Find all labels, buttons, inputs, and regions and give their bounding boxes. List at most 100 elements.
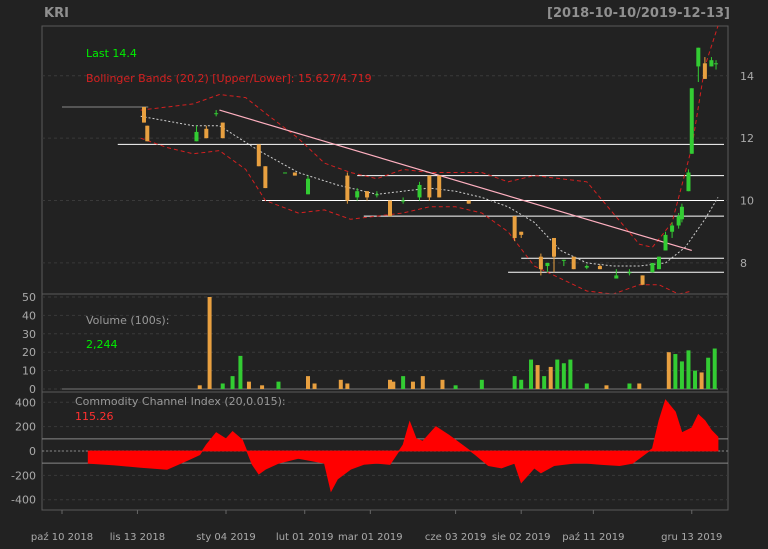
candle-body — [345, 175, 350, 201]
volume-bar — [568, 359, 573, 389]
volume-bar — [535, 365, 540, 389]
bollinger-label: Bollinger Bands (20,2) [Upper/Lower]: 15… — [86, 72, 372, 85]
volume-bar — [699, 372, 704, 389]
candle-body — [679, 206, 684, 220]
volume-bar — [686, 350, 691, 389]
candle-body — [306, 178, 310, 195]
volume-bar — [246, 381, 251, 389]
cci-tick-label: 0 — [29, 445, 36, 458]
price-tick-label: 8 — [740, 257, 747, 270]
volume-tick-label: 30 — [22, 328, 36, 341]
volume-value: 2,244 — [86, 338, 118, 351]
volume-bar — [637, 383, 642, 389]
candle-body — [388, 200, 392, 217]
volume-bar — [197, 385, 202, 389]
candlesticks — [62, 47, 719, 285]
volume-bar — [306, 376, 310, 389]
candle-body — [614, 275, 619, 279]
trendline — [219, 109, 692, 252]
cci-tick-label: 200 — [15, 421, 36, 434]
candle-body — [283, 172, 288, 174]
candle-body — [142, 106, 146, 123]
volume-bar — [706, 357, 711, 389]
candle-body — [263, 166, 268, 189]
volume-bar — [679, 361, 684, 389]
cci-tick-label: 400 — [15, 396, 36, 409]
volume-bar — [479, 379, 484, 389]
candle-body — [689, 88, 694, 154]
candle-body — [686, 172, 691, 192]
candle-body — [214, 113, 219, 115]
cci-tick-label: -400 — [11, 494, 36, 507]
x-axis: paź 10 2018 lis 13 2018 sty 04 2019 lut 01 … — [31, 510, 722, 543]
volume-bar — [604, 385, 609, 389]
candle-body — [696, 47, 701, 67]
price-tick-label: 12 — [740, 132, 754, 145]
candle-body — [437, 175, 442, 198]
volume-bar — [584, 383, 589, 389]
candle-body — [512, 216, 517, 238]
volume-bar — [207, 297, 212, 389]
volume-bar — [391, 381, 396, 389]
cci-panel: -400 -200 0 200 400 Commodity Channel Index … — [11, 391, 729, 511]
price-grid — [42, 75, 728, 264]
volume-bar — [673, 354, 678, 389]
candle-body — [702, 63, 707, 79]
volume-tick-label: 0 — [29, 383, 36, 396]
cci-tick-label: -200 — [11, 469, 36, 482]
candle-body — [220, 122, 225, 139]
candle-body — [538, 256, 543, 270]
volume-bar — [230, 376, 235, 389]
x-tick-label: lut 01 2019 — [276, 532, 334, 543]
volume-grid — [42, 296, 728, 390]
x-tick-label: mar 01 2019 — [338, 532, 403, 543]
volume-bar — [401, 376, 406, 389]
volume-bar — [345, 383, 350, 389]
x-tick-label: gru 13 2019 — [661, 532, 722, 543]
volume-bar — [260, 385, 265, 389]
volume-bar — [529, 359, 534, 389]
price-tick-label: 14 — [740, 70, 754, 83]
candle-body — [676, 216, 681, 226]
candle-body — [709, 60, 714, 67]
price-axis: 8 10 12 14 — [740, 70, 754, 270]
candle-body — [561, 259, 566, 261]
volume-bars — [62, 297, 718, 390]
volume-bar — [712, 348, 717, 389]
candle-body — [670, 225, 675, 232]
candle-body — [145, 125, 150, 142]
price-tick-label: 10 — [740, 195, 754, 208]
volume-bar — [420, 376, 425, 389]
volume-bar — [548, 366, 553, 389]
volume-bar — [440, 379, 445, 389]
volume-bar — [453, 385, 458, 389]
moving-average — [140, 115, 719, 267]
candle-body — [584, 266, 589, 268]
candle-body — [663, 234, 668, 251]
candle-body — [292, 172, 297, 176]
candle-body — [194, 131, 199, 142]
price-panel: 8 10 12 14 Last 14.4 Bollinger Bands (20,2)… — [41, 25, 754, 295]
candle-body — [427, 175, 432, 198]
volume-bar — [512, 376, 517, 389]
cci-label: Commodity Channel Index (20,0.015): — [75, 395, 286, 408]
volume-bar — [555, 359, 560, 389]
candle-body — [204, 128, 209, 139]
volume-bar — [666, 352, 671, 389]
volume-bar — [627, 383, 632, 389]
date-range: [2018-10-10/2019-12-13] — [547, 6, 730, 21]
candle-body — [650, 262, 655, 273]
candle-body — [627, 272, 632, 274]
volume-bar — [276, 381, 281, 389]
volume-bar — [410, 381, 415, 389]
bollinger-bands — [140, 25, 719, 295]
cci-area — [87, 399, 719, 493]
volume-bar — [519, 379, 524, 389]
volume-bar — [542, 376, 547, 389]
candle-body — [401, 200, 406, 202]
volume-tick-label: 20 — [22, 346, 36, 359]
volume-bar — [238, 355, 243, 389]
candle-body — [355, 191, 360, 198]
volume-tick-label: 40 — [22, 309, 36, 322]
